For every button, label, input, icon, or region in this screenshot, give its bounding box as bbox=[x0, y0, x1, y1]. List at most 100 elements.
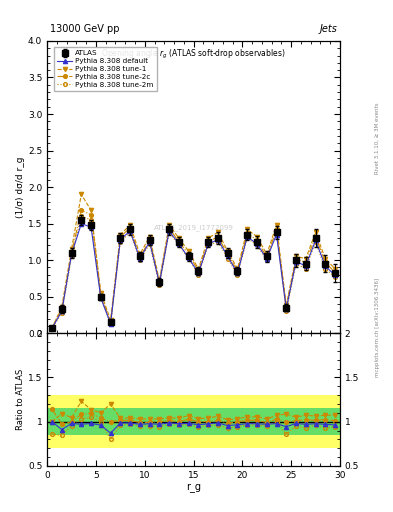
Pythia 8.308 tune-1 bbox=[138, 251, 142, 258]
Pythia 8.308 tune-1 bbox=[313, 229, 318, 236]
Pythia 8.308 default bbox=[108, 321, 113, 327]
Pythia 8.308 tune-2m bbox=[186, 255, 191, 262]
Pythia 8.308 tune-1 bbox=[167, 222, 171, 228]
Pythia 8.308 tune-1 bbox=[89, 207, 94, 214]
Pythia 8.308 tune-1 bbox=[118, 231, 123, 238]
Pythia 8.308 default bbox=[147, 239, 152, 245]
Pythia 8.308 tune-2c bbox=[313, 233, 318, 240]
Pythia 8.308 tune-1 bbox=[245, 226, 250, 232]
Pythia 8.308 tune-2c bbox=[147, 237, 152, 243]
Pythia 8.308 tune-2m bbox=[303, 266, 308, 272]
Pythia 8.308 tune-2c bbox=[294, 257, 298, 263]
Pythia 8.308 tune-2c bbox=[89, 212, 94, 218]
Pythia 8.308 tune-1 bbox=[147, 233, 152, 240]
Pythia 8.308 default bbox=[255, 241, 259, 247]
Pythia 8.308 tune-2m bbox=[264, 257, 269, 263]
Pythia 8.308 default bbox=[245, 233, 250, 240]
Pythia 8.308 tune-2m bbox=[89, 217, 94, 223]
Pythia 8.308 tune-2c bbox=[274, 226, 279, 232]
Pythia 8.308 default bbox=[225, 253, 230, 260]
Pythia 8.308 default bbox=[216, 237, 220, 243]
Pythia 8.308 tune-2c bbox=[118, 233, 123, 240]
Pythia 8.308 tune-2c bbox=[284, 305, 288, 311]
Pythia 8.308 default bbox=[99, 295, 103, 301]
Pythia 8.308 default bbox=[69, 251, 74, 258]
Line: Pythia 8.308 default: Pythia 8.308 default bbox=[50, 222, 337, 330]
X-axis label: r_g: r_g bbox=[186, 482, 201, 493]
Pythia 8.308 default bbox=[118, 237, 123, 243]
Pythia 8.308 tune-1 bbox=[206, 235, 211, 241]
Pythia 8.308 tune-2c bbox=[108, 319, 113, 325]
Pythia 8.308 default bbox=[138, 255, 142, 262]
Pythia 8.308 tune-2m bbox=[323, 266, 328, 272]
Pythia 8.308 tune-2m bbox=[108, 322, 113, 328]
Pythia 8.308 tune-2c bbox=[303, 259, 308, 265]
Pythia 8.308 default bbox=[128, 228, 132, 234]
Pythia 8.308 tune-1 bbox=[176, 235, 181, 241]
Pythia 8.308 tune-1 bbox=[264, 251, 269, 258]
Pythia 8.308 tune-2m bbox=[99, 293, 103, 300]
Pythia 8.308 tune-2c bbox=[186, 251, 191, 258]
Pythia 8.308 tune-2c bbox=[196, 268, 201, 274]
Line: Pythia 8.308 tune-2m: Pythia 8.308 tune-2m bbox=[50, 215, 337, 331]
Pythia 8.308 tune-2m bbox=[274, 229, 279, 236]
Text: Opening angle $r_g$ (ATLAS soft-drop observables): Opening angle $r_g$ (ATLAS soft-drop obs… bbox=[101, 48, 286, 61]
Pythia 8.308 default bbox=[206, 241, 211, 247]
Pythia 8.308 tune-2m bbox=[50, 326, 54, 332]
Y-axis label: Ratio to ATLAS: Ratio to ATLAS bbox=[16, 369, 25, 430]
Pythia 8.308 default bbox=[59, 308, 64, 314]
Text: mcpplots.cern.ch [arXiv:1306.3436]: mcpplots.cern.ch [arXiv:1306.3436] bbox=[375, 278, 380, 377]
Pythia 8.308 tune-1 bbox=[235, 266, 240, 272]
Text: ATLAS_2019_I1772099: ATLAS_2019_I1772099 bbox=[154, 225, 233, 231]
Line: Pythia 8.308 tune-2c: Pythia 8.308 tune-2c bbox=[50, 208, 337, 329]
Legend: ATLAS, Pythia 8.308 default, Pythia 8.308 tune-1, Pythia 8.308 tune-2c, Pythia 8: ATLAS, Pythia 8.308 default, Pythia 8.30… bbox=[54, 48, 157, 91]
Pythia 8.308 tune-2m bbox=[225, 255, 230, 262]
Pythia 8.308 default bbox=[79, 221, 84, 227]
Y-axis label: (1/σ) dσ/d r_g: (1/σ) dσ/d r_g bbox=[16, 156, 25, 218]
Pythia 8.308 tune-1 bbox=[69, 246, 74, 252]
Pythia 8.308 tune-2c bbox=[157, 279, 162, 285]
Pythia 8.308 tune-2m bbox=[59, 310, 64, 316]
Pythia 8.308 tune-2m bbox=[196, 271, 201, 278]
Pythia 8.308 tune-2m bbox=[245, 235, 250, 241]
Text: Jets: Jets bbox=[319, 24, 337, 34]
Pythia 8.308 default bbox=[333, 272, 338, 279]
Pythia 8.308 tune-1 bbox=[157, 278, 162, 284]
Pythia 8.308 tune-1 bbox=[50, 325, 54, 331]
Pythia 8.308 tune-2m bbox=[138, 257, 142, 263]
Pythia 8.308 default bbox=[294, 259, 298, 265]
Pythia 8.308 default bbox=[196, 270, 201, 276]
Pythia 8.308 tune-2c bbox=[128, 225, 132, 231]
Pythia 8.308 tune-2m bbox=[176, 242, 181, 248]
Pythia 8.308 tune-2m bbox=[313, 239, 318, 245]
Pythia 8.308 tune-2m bbox=[206, 242, 211, 248]
Pythia 8.308 tune-2c bbox=[264, 254, 269, 260]
Pythia 8.308 default bbox=[323, 263, 328, 269]
Pythia 8.308 tune-2m bbox=[255, 242, 259, 248]
Pythia 8.308 tune-1 bbox=[284, 302, 288, 308]
Text: 13000 GeV pp: 13000 GeV pp bbox=[50, 24, 119, 34]
Pythia 8.308 default bbox=[235, 270, 240, 276]
Pythia 8.308 tune-2c bbox=[79, 207, 84, 214]
Pythia 8.308 default bbox=[167, 228, 171, 234]
Pythia 8.308 tune-1 bbox=[59, 304, 64, 310]
Pythia 8.308 default bbox=[313, 237, 318, 243]
Line: Pythia 8.308 tune-1: Pythia 8.308 tune-1 bbox=[50, 193, 337, 330]
Pythia 8.308 tune-1 bbox=[303, 255, 308, 262]
Pythia 8.308 tune-1 bbox=[225, 248, 230, 254]
Pythia 8.308 default bbox=[264, 255, 269, 262]
Pythia 8.308 default bbox=[176, 241, 181, 247]
Pythia 8.308 tune-2c bbox=[206, 239, 211, 245]
Pythia 8.308 tune-2c bbox=[225, 251, 230, 258]
Pythia 8.308 tune-2c bbox=[176, 239, 181, 245]
Pythia 8.308 tune-2m bbox=[216, 239, 220, 245]
Pythia 8.308 tune-2m bbox=[69, 253, 74, 260]
Pythia 8.308 default bbox=[274, 231, 279, 238]
Pythia 8.308 tune-2m bbox=[294, 261, 298, 267]
Pythia 8.308 tune-1 bbox=[79, 191, 84, 198]
Pythia 8.308 tune-2c bbox=[167, 225, 171, 231]
Pythia 8.308 tune-1 bbox=[216, 229, 220, 236]
Pythia 8.308 tune-1 bbox=[333, 266, 338, 272]
Pythia 8.308 tune-2m bbox=[118, 239, 123, 245]
Pythia 8.308 tune-2c bbox=[99, 292, 103, 298]
